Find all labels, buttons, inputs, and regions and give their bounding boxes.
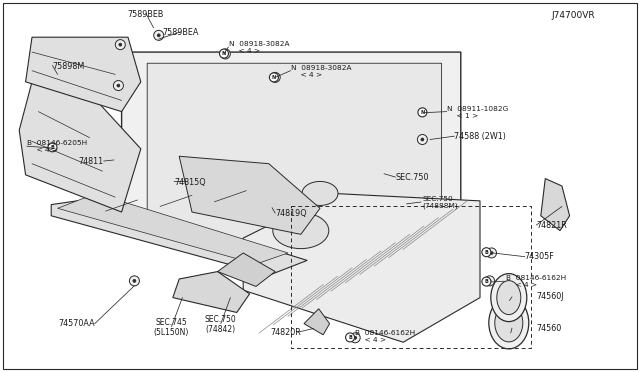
- Circle shape: [154, 31, 164, 40]
- Text: 75898M: 75898M: [52, 62, 84, 71]
- Text: 74821R: 74821R: [536, 221, 567, 230]
- Polygon shape: [51, 197, 307, 275]
- Circle shape: [115, 40, 125, 49]
- Text: N  08911-1082G
    < 1 >: N 08911-1082G < 1 >: [447, 106, 508, 119]
- Text: 74811: 74811: [79, 157, 104, 166]
- Text: N  08918-3082A
    < 4 >: N 08918-3082A < 4 >: [229, 41, 290, 54]
- Polygon shape: [541, 179, 570, 231]
- Circle shape: [224, 52, 227, 55]
- Polygon shape: [147, 63, 442, 264]
- Circle shape: [270, 73, 280, 82]
- Polygon shape: [19, 82, 141, 212]
- Text: B: B: [484, 279, 488, 284]
- Ellipse shape: [497, 280, 521, 315]
- Text: N: N: [420, 110, 424, 115]
- Polygon shape: [179, 156, 320, 234]
- Text: 74820R: 74820R: [270, 328, 301, 337]
- Polygon shape: [122, 52, 461, 275]
- Circle shape: [129, 276, 140, 286]
- Circle shape: [354, 336, 356, 339]
- Text: 74819Q: 74819Q: [275, 209, 307, 218]
- Circle shape: [417, 135, 428, 144]
- Circle shape: [350, 333, 360, 343]
- Circle shape: [484, 276, 495, 286]
- Circle shape: [486, 248, 497, 258]
- Circle shape: [421, 138, 424, 141]
- Circle shape: [482, 248, 491, 257]
- Text: 74560J: 74560J: [536, 292, 564, 301]
- Text: B: B: [484, 250, 488, 255]
- Polygon shape: [243, 193, 480, 342]
- Circle shape: [119, 43, 122, 46]
- Polygon shape: [173, 272, 250, 312]
- Circle shape: [346, 333, 355, 342]
- Circle shape: [482, 277, 491, 286]
- Polygon shape: [304, 309, 330, 335]
- Text: N: N: [222, 51, 226, 56]
- Text: B  08146-6205H
    < 4 >: B 08146-6205H < 4 >: [27, 141, 87, 153]
- Text: 74560: 74560: [536, 324, 561, 333]
- Text: 7589BEA: 7589BEA: [163, 28, 198, 37]
- Text: B: B: [348, 335, 352, 340]
- Circle shape: [490, 251, 493, 254]
- Text: B  08146-6162H
    < 4 >: B 08146-6162H < 4 >: [506, 276, 566, 288]
- Circle shape: [418, 108, 427, 117]
- Text: 74305F: 74305F: [525, 252, 554, 261]
- Ellipse shape: [302, 182, 338, 205]
- Text: SEC.745
(5L150N): SEC.745 (5L150N): [154, 318, 189, 337]
- Text: 74570AA: 74570AA: [58, 319, 95, 328]
- Circle shape: [113, 81, 124, 90]
- Text: SEC.750: SEC.750: [396, 173, 429, 182]
- Polygon shape: [26, 37, 141, 112]
- Ellipse shape: [495, 304, 523, 342]
- Ellipse shape: [273, 213, 329, 248]
- Circle shape: [117, 84, 120, 87]
- Text: J74700VR: J74700VR: [552, 11, 595, 20]
- Text: SEC.750
(74888M): SEC.750 (74888M): [422, 196, 458, 209]
- Polygon shape: [58, 193, 288, 264]
- Text: SEC.750
(74842): SEC.750 (74842): [205, 315, 237, 334]
- Ellipse shape: [491, 273, 527, 322]
- Text: B  08146-6162H
    < 4 >: B 08146-6162H < 4 >: [355, 330, 415, 343]
- Text: 74588 (2W1): 74588 (2W1): [454, 132, 506, 141]
- Text: N: N: [272, 75, 276, 80]
- Circle shape: [220, 49, 230, 59]
- Circle shape: [274, 76, 276, 79]
- Circle shape: [133, 279, 136, 282]
- Circle shape: [488, 279, 491, 282]
- Text: B: B: [51, 145, 54, 150]
- Circle shape: [48, 143, 57, 152]
- Ellipse shape: [489, 297, 529, 349]
- Circle shape: [269, 73, 278, 82]
- Text: N  08918-3082A
    < 4 >: N 08918-3082A < 4 >: [291, 65, 352, 78]
- Circle shape: [157, 34, 160, 37]
- Polygon shape: [218, 253, 275, 286]
- Text: 7589BEB: 7589BEB: [128, 10, 164, 19]
- Text: 74815Q: 74815Q: [174, 178, 205, 187]
- Circle shape: [220, 49, 228, 58]
